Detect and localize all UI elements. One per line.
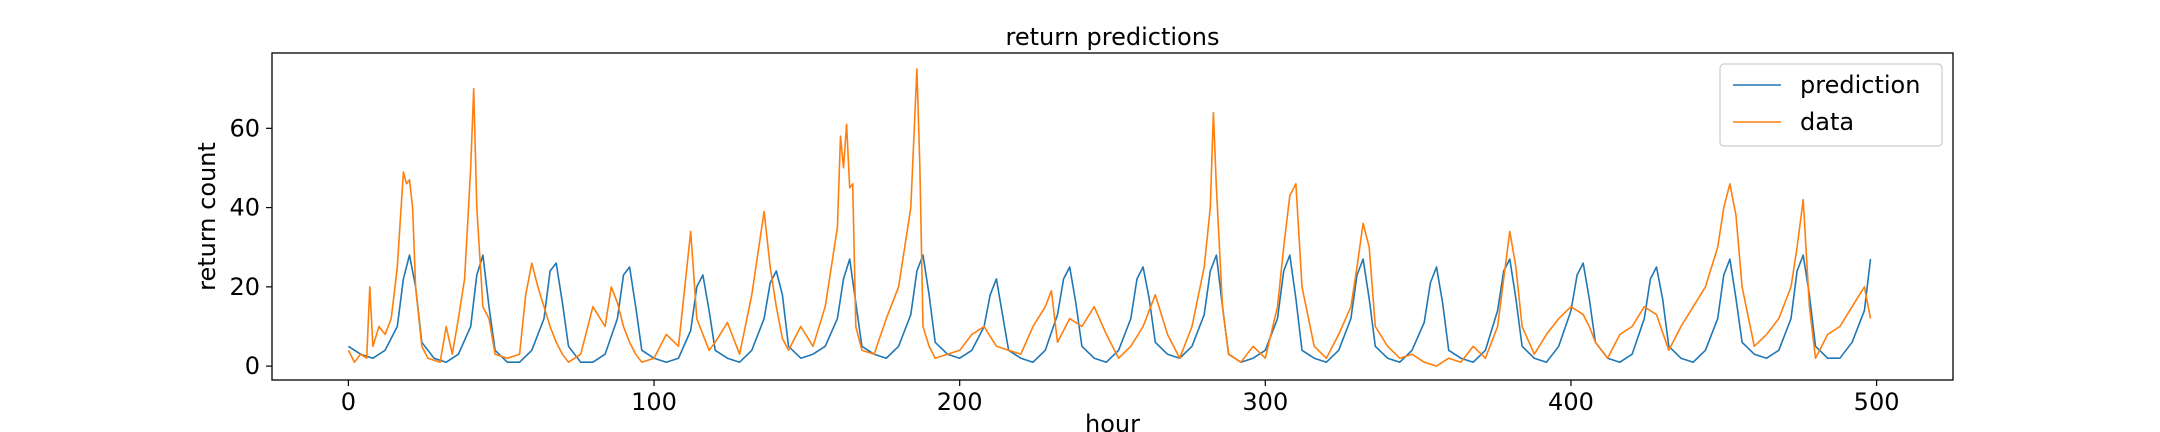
x-axis-label: hour — [1085, 410, 1140, 432]
x-tick-label: 100 — [631, 388, 677, 416]
x-tick-label: 300 — [1242, 388, 1288, 416]
series-line-data — [347, 68, 1872, 367]
legend-label-prediction: prediction — [1800, 71, 1920, 99]
plot-lines — [347, 68, 1872, 367]
x-tick-label: 500 — [1854, 388, 1900, 416]
x-axis: 0 100 200 300 400 500 — [341, 380, 1900, 416]
legend: prediction data — [1719, 63, 1943, 147]
x-tick-label: 400 — [1548, 388, 1594, 416]
y-tick-label: 0 — [245, 352, 260, 380]
plot-frame — [271, 52, 1954, 381]
chart-title: return predictions — [1006, 23, 1220, 51]
x-tick-label: 0 — [341, 388, 356, 416]
y-axis-label: return count — [193, 142, 221, 291]
series-line-prediction — [347, 254, 1872, 364]
legend-label-data: data — [1800, 108, 1854, 136]
y-axis: 0 20 40 60 — [229, 114, 272, 380]
y-tick-label: 20 — [229, 273, 260, 301]
x-tick-label: 200 — [937, 388, 983, 416]
y-tick-label: 60 — [229, 114, 260, 142]
y-tick-label: 40 — [229, 194, 260, 222]
